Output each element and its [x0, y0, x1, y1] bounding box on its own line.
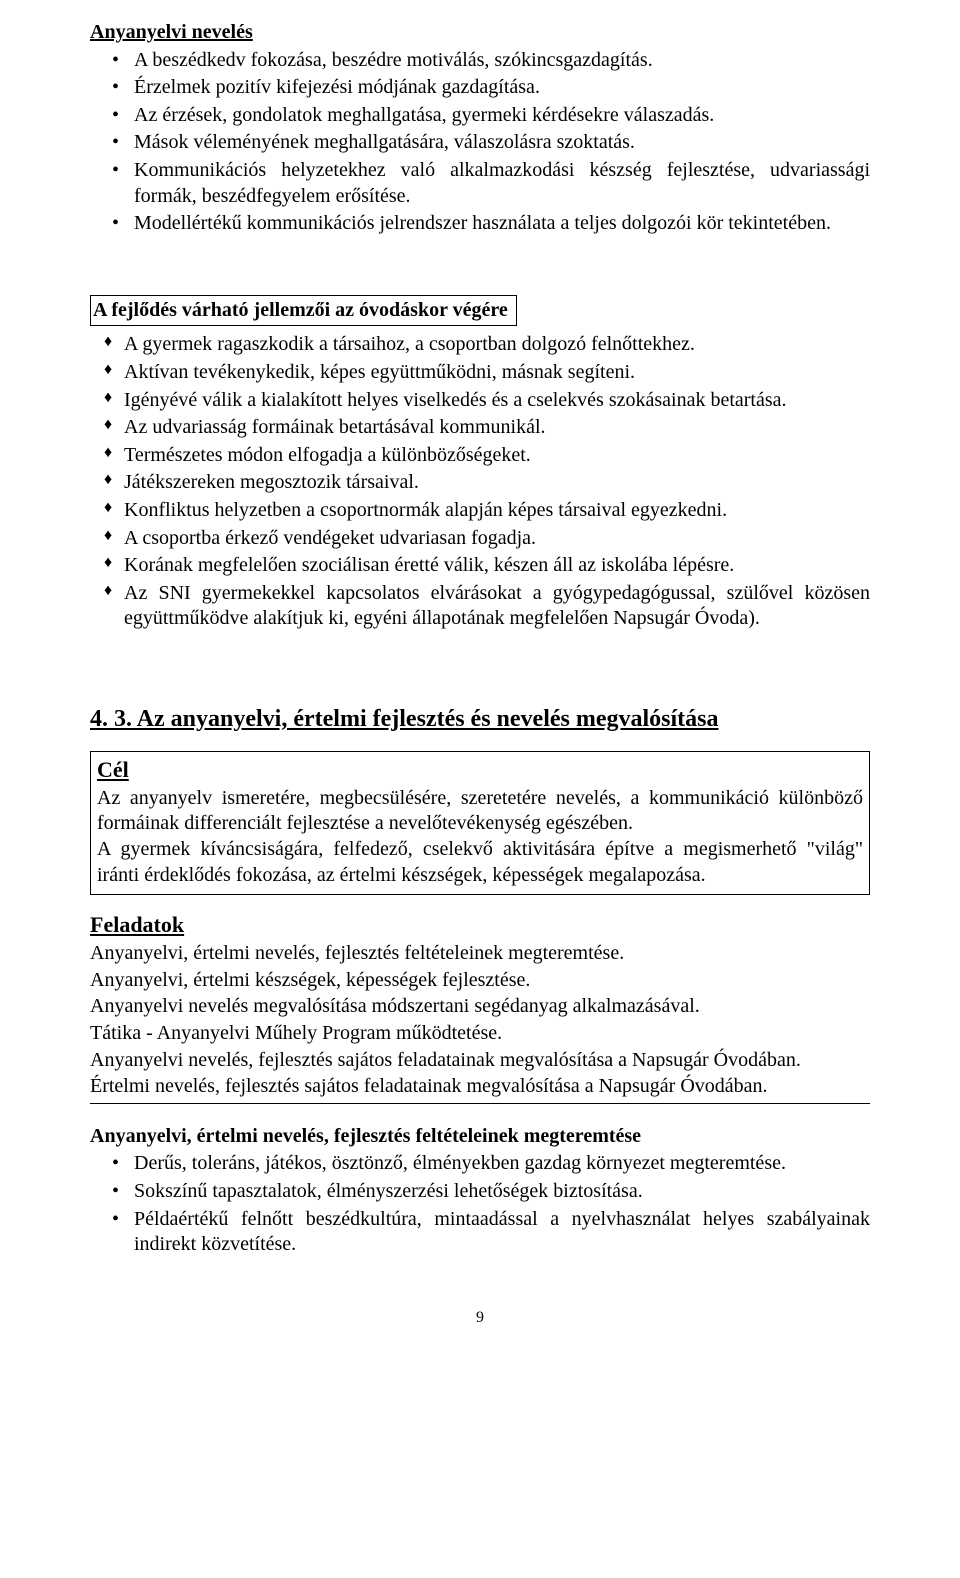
feladatok-line: Anyanyelvi, értelmi nevelés, fejlesztés … — [90, 941, 870, 967]
list-item: Korának megfelelően szociálisan éretté v… — [90, 553, 870, 579]
feladatok-line: Anyanyelvi nevelés, fejlesztés sajátos f… — [90, 1048, 870, 1074]
feladatok-block: Feladatok Anyanyelvi, értelmi nevelés, f… — [90, 911, 870, 1104]
list-item: Mások véleményének meghallgatására, vála… — [90, 130, 870, 156]
list-item: Példaértékű felnőtt beszédkultúra, minta… — [90, 1207, 870, 1258]
list-item: Természetes módon elfogadja a különbözős… — [90, 443, 870, 469]
cel-box: Cél Az anyanyelv ismeretére, megbecsülés… — [90, 751, 870, 896]
page-number: 9 — [90, 1308, 870, 1328]
list-item: Érzelmek pozitív kifejezési módjának gaz… — [90, 75, 870, 101]
section-title-anyanyelvi: Anyanyelvi nevelés — [90, 20, 870, 46]
list-item: Modellértékű kommunikációs jelrendszer h… — [90, 211, 870, 237]
cel-paragraph-1: Az anyanyelv ismeretére, megbecsülésére,… — [97, 786, 863, 837]
list-item: Sokszínű tapasztalatok, élményszerzési l… — [90, 1179, 870, 1205]
boxed-title-fejlodes: A fejlődés várható jellemzői az óvodásko… — [90, 295, 517, 327]
list-item: Derűs, toleráns, játékos, ösztönző, élmé… — [90, 1151, 870, 1177]
list-item: Az SNI gyermekekkel kapcsolatos elváráso… — [90, 581, 870, 632]
cel-paragraph-2: A gyermek kíváncsiságára, felfedező, cse… — [97, 837, 863, 888]
feladatok-line: Értelmi nevelés, fejlesztés sajátos fela… — [90, 1074, 870, 1100]
feladatok-line: Anyanyelvi nevelés megvalósítása módszer… — [90, 994, 870, 1020]
list-item: Az udvariasság formáinak betartásával ko… — [90, 415, 870, 441]
list-item: Aktívan tevékenykedik, képes együttműköd… — [90, 360, 870, 386]
list-item: A gyermek ragaszkodik a társaihoz, a cso… — [90, 332, 870, 358]
list-item: Játékszereken megosztozik társaival. — [90, 470, 870, 496]
bullet-list-3: Derűs, toleráns, játékos, ösztönző, élmé… — [90, 1151, 870, 1257]
list-item: A beszédkedv fokozása, beszédre motiválá… — [90, 48, 870, 74]
diamond-list: A gyermek ragaszkodik a társaihoz, a cso… — [90, 332, 870, 632]
list-item: Kommunikációs helyzetekhez való alkalmaz… — [90, 158, 870, 209]
feladatok-title: Feladatok — [90, 911, 184, 939]
bullet-list-1: A beszédkedv fokozása, beszédre motiválá… — [90, 48, 870, 237]
sub-heading-feltetelek: Anyanyelvi, értelmi nevelés, fejlesztés … — [90, 1124, 870, 1150]
list-item: Igényévé válik a kialakított helyes vise… — [90, 388, 870, 414]
cel-title: Cél — [97, 756, 129, 784]
list-item: Konfliktus helyzetben a csoportnormák al… — [90, 498, 870, 524]
feladatok-line: Tátika - Anyanyelvi Műhely Program működ… — [90, 1021, 870, 1047]
list-item: A csoportba érkező vendégeket udvariasan… — [90, 526, 870, 552]
list-item: Az érzések, gondolatok meghallgatása, gy… — [90, 103, 870, 129]
feladatok-line: Anyanyelvi, értelmi készségek, képessége… — [90, 968, 870, 994]
main-heading-4-3: 4. 3. Az anyanyelvi, értelmi fejlesztés … — [90, 704, 870, 735]
